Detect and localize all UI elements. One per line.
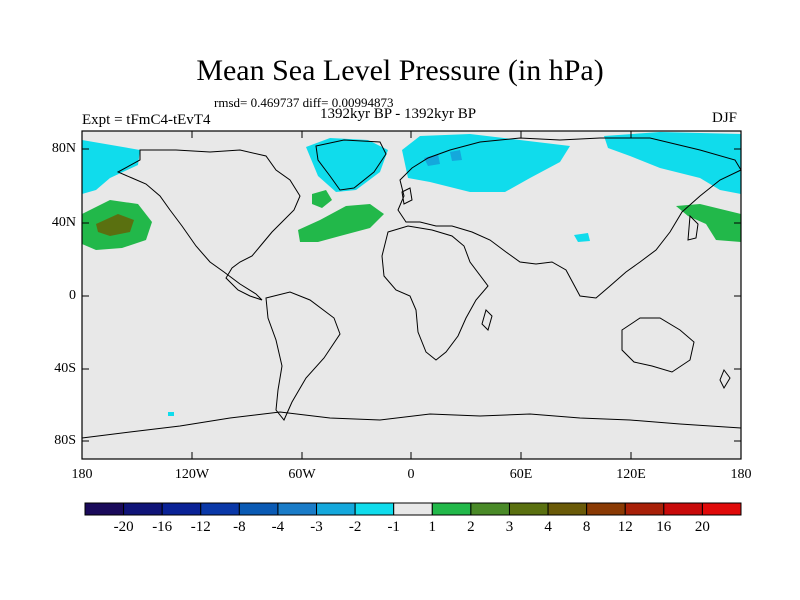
greenland-coast: [315, 139, 387, 191]
colorbar-label: 8: [582, 519, 591, 535]
colorbar-label: -1: [387, 519, 400, 535]
colorbar-swatch: [161, 502, 202, 516]
colorbar-swatch: [393, 502, 433, 516]
lon-label-120w: 120W: [174, 467, 210, 482]
colorbar-label: -2: [348, 519, 362, 535]
lon-label-120e: 120E: [616, 467, 646, 482]
colorbar: [84, 502, 742, 516]
lat-label-0: 0: [69, 288, 76, 303]
siberia-cyan-region: [604, 132, 741, 194]
coastlines: [81, 137, 742, 439]
new-zealand-coast: [719, 368, 731, 390]
colorbar-swatch: [238, 502, 279, 516]
colorbar-label: -16: [152, 519, 173, 535]
colorbar-label: 20: [694, 519, 710, 535]
colorbar-swatch: [84, 502, 125, 516]
colorbar-swatch: [547, 502, 588, 516]
europe-cyan-region: [402, 134, 570, 192]
colorbar-swatch: [663, 502, 703, 516]
north-america-coast: [116, 149, 301, 301]
colorbar-swatch: [123, 502, 163, 516]
page-title: Mean Sea Level Pressure (in hPa): [196, 54, 604, 87]
pacific-high-center: [96, 214, 134, 236]
colorbar-label: 3: [505, 519, 514, 535]
lon-label-60e: 60E: [509, 467, 533, 482]
uk-coast: [401, 187, 413, 205]
madagascar-coast: [481, 309, 493, 331]
colorbar-label: -4: [271, 519, 285, 535]
negative-anomaly-regions: [82, 132, 741, 416]
season-label: DJF: [712, 110, 738, 126]
colorbar-swatch: [200, 502, 240, 516]
map-background: [82, 131, 741, 459]
colorbar-swatch: [354, 502, 395, 516]
lat-label-80n: 80N: [51, 141, 76, 156]
south-america-coast: [265, 291, 341, 421]
colorbar-label: 12: [617, 519, 633, 535]
lon-label-180e: 180: [730, 467, 752, 482]
colorbar-swatch: [431, 502, 472, 516]
colorbar-swatch: [586, 502, 626, 516]
colorbar-label: -3: [310, 519, 323, 535]
colorbar-swatch: [508, 502, 549, 516]
alaska-cyan-region: [82, 140, 140, 194]
antarctica-coast: [81, 411, 742, 439]
kamchatka-green-region: [676, 204, 741, 242]
colorbar-label: 4: [544, 519, 552, 535]
colorbar-swatch: [470, 502, 510, 516]
lon-label-180w: 180: [71, 467, 93, 482]
north-atlantic-green-region: [298, 204, 384, 242]
deep-negative-regions: [424, 150, 462, 166]
colorbar-label: 1: [428, 519, 437, 535]
colorbar-swatch: [316, 502, 356, 516]
positive-anomaly-regions: [82, 190, 741, 250]
colorbar-label: -20: [113, 519, 134, 535]
stats-line: rmsd= 0.469737 diff= 0.00994873: [214, 95, 394, 110]
africa-coast: [381, 225, 489, 361]
australia-coast: [621, 317, 695, 373]
eurasia-blue-patch: [450, 150, 462, 161]
lon-label-0: 0: [407, 467, 415, 482]
colorbar-swatch: [701, 502, 742, 516]
scandinavia-blue-patch: [424, 154, 440, 166]
colorbar-label: 2: [467, 519, 475, 535]
japan-coast: [687, 214, 699, 241]
greenland-cyan-region: [306, 138, 388, 192]
experiment-label: Expt = tFmC4-tEvT4: [82, 112, 211, 128]
lat-label-80s: 80S: [54, 433, 76, 448]
lat-label-40n: 40N: [51, 215, 76, 230]
lat-label-40s: 40S: [54, 361, 76, 376]
colorbar-swatch: [277, 502, 318, 516]
lon-label-60w: 60W: [288, 467, 316, 482]
eurasia-coast: [397, 137, 742, 299]
southern-cyan-spot: [168, 412, 174, 416]
colorbar-label: -8: [233, 519, 246, 535]
labrador-green-region: [312, 190, 332, 208]
colorbar-label: -12: [190, 519, 211, 535]
tibet-cyan-spot: [574, 233, 590, 242]
colorbar-label: 16: [656, 519, 672, 535]
map-ticks: [82, 131, 741, 459]
period-label: 1392kyr BP - 1392kyr BP: [320, 106, 477, 122]
colorbar-swatch: [624, 502, 665, 516]
